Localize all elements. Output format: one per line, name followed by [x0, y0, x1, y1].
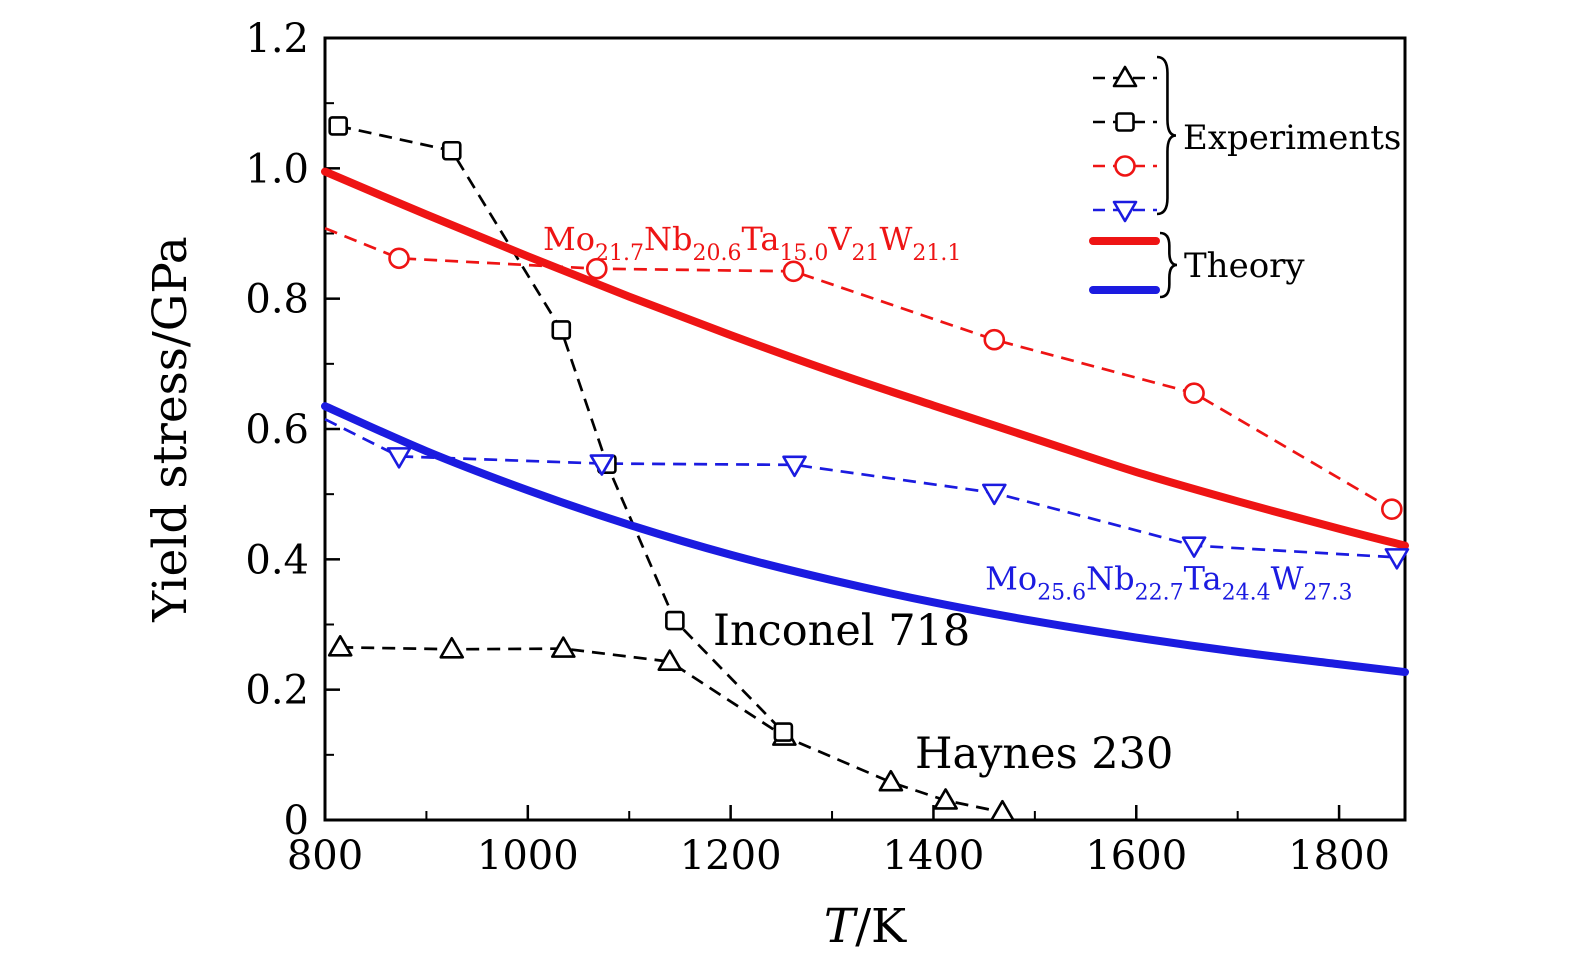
y-tick-label: 1.0: [245, 146, 309, 192]
annotation-monbtavw-formula: Mo21.7Nb20.6Ta15.0V21W21.1: [543, 220, 961, 266]
legend-experiments-label: Experiments: [1183, 118, 1401, 158]
legend-triangle-up-marker: [1112, 65, 1138, 88]
monbtavw-experiment-marker: [585, 257, 608, 280]
plot-area: 800 1000 1200 1400 1600 1800 0 0.2 0.4 0.6 0.8 1.0 1…: [245, 16, 1410, 879]
haynes-230-experiment-marker: [933, 788, 958, 810]
monbtavw-theory-line: [321, 167, 1409, 550]
haynes-230-experiment-marker: [551, 636, 576, 658]
x-tick-label: 1200: [680, 833, 782, 879]
annotation-inconel-718: Inconel 718: [713, 606, 970, 656]
x-tick-label: 1800: [1288, 833, 1390, 879]
haynes-230-experiment-marker: [657, 649, 683, 671]
x-axis-title-unit: /K: [855, 899, 907, 954]
inconel-718-experiment-marker: [328, 116, 348, 136]
x-axis-title: T/K: [824, 899, 907, 954]
x-tick-label: 1400: [883, 833, 985, 879]
haynes-230-experiment-marker: [990, 799, 1015, 822]
theory-brace: [1159, 231, 1178, 299]
annotation-haynes-230: Haynes 230: [915, 729, 1173, 779]
y-tick-label: 0.6: [245, 407, 309, 453]
monbtaw-experiment-marker: [1384, 548, 1410, 570]
y-tick-label: 0: [284, 798, 309, 844]
y-tick-label: 0.8: [245, 277, 309, 323]
monbtavw-experiment-marker: [1183, 382, 1205, 404]
y-tick-label: 0.2: [245, 668, 309, 714]
monbtaw-experiment-marker: [386, 447, 412, 469]
monbtaw-experiment-line: [324, 418, 1397, 559]
x-tick-label: 1600: [1085, 833, 1187, 879]
inconel-718-experiment-marker: [773, 722, 794, 742]
monbtaw-experiment-marker: [1181, 536, 1207, 558]
monbtaw-experiment-marker: [782, 455, 807, 478]
monbtaw-experiment-marker: [981, 483, 1007, 506]
legend-square-marker: [1115, 112, 1135, 132]
haynes-230-experiment-line: [340, 645, 1003, 814]
experiments-brace: [1156, 55, 1177, 216]
y-axis-title: Yield stress/GPa: [143, 236, 198, 623]
haynes-230-experiment-marker: [878, 769, 904, 792]
legend-circle-marker: [1114, 155, 1136, 177]
y-tick-label: 0.4: [245, 537, 309, 583]
annotation-monbtaw-formula: Mo25.6Nb22.7Ta24.4W27.3: [985, 559, 1352, 605]
inconel-718-experiment-marker: [665, 610, 685, 631]
monbtavw-experiment-marker: [1381, 498, 1403, 520]
x-tick-label: 1000: [477, 833, 579, 879]
inconel-718-experiment-line: [337, 124, 785, 733]
inconel-718-experiment-marker: [441, 140, 462, 161]
haynes-230-experiment-marker: [327, 635, 353, 657]
inconel-718-experiment-marker: [551, 320, 572, 340]
x-axis-title-symbol: T: [824, 899, 859, 954]
monbtaw-theory-line: [321, 402, 1409, 677]
monbtavw-experiment-marker: [983, 328, 1006, 351]
y-tick-label: 1.2: [245, 16, 309, 62]
legend-theory-label: Theory: [1184, 246, 1305, 286]
haynes-230-experiment-marker: [439, 636, 465, 659]
monbtavw-experiment-marker: [782, 260, 805, 283]
legend-triangle-down-marker: [1112, 200, 1138, 223]
x-tick-label: 800: [287, 833, 363, 879]
monbtavw-experiment-marker: [388, 247, 410, 270]
monbtaw-experiment-marker: [589, 454, 615, 476]
